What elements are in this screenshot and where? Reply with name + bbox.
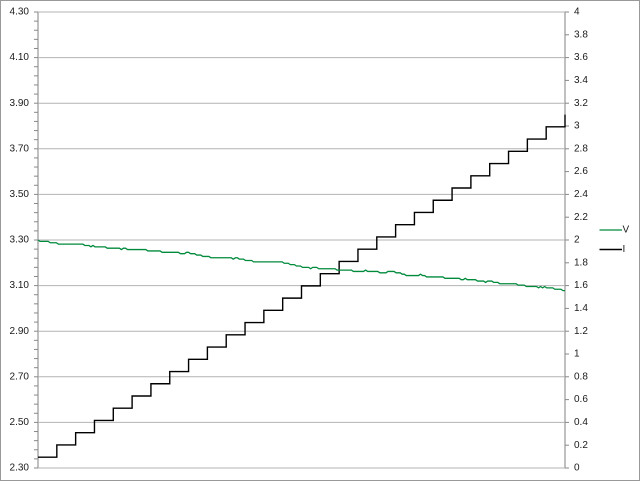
svg-text:3.2: 3.2 — [574, 98, 588, 109]
svg-text:1.6: 1.6 — [574, 280, 588, 291]
svg-text:3.90: 3.90 — [10, 98, 30, 109]
svg-text:3.6: 3.6 — [574, 52, 588, 63]
svg-text:3.4: 3.4 — [574, 75, 588, 86]
svg-text:I: I — [623, 244, 626, 255]
svg-text:3.70: 3.70 — [10, 143, 30, 154]
svg-text:4.10: 4.10 — [10, 52, 30, 63]
svg-text:3.50: 3.50 — [10, 189, 30, 200]
svg-text:0.2: 0.2 — [574, 440, 588, 451]
svg-text:V: V — [623, 225, 630, 236]
svg-text:2.50: 2.50 — [10, 417, 30, 428]
svg-text:4: 4 — [574, 7, 580, 18]
svg-text:0.4: 0.4 — [574, 417, 588, 428]
svg-text:1.4: 1.4 — [574, 303, 588, 314]
svg-text:2.70: 2.70 — [10, 371, 30, 382]
svg-text:2.8: 2.8 — [574, 143, 588, 154]
svg-text:2: 2 — [574, 235, 580, 246]
svg-text:3.30: 3.30 — [10, 235, 30, 246]
svg-text:3.10: 3.10 — [10, 280, 30, 291]
svg-text:1.2: 1.2 — [574, 326, 588, 337]
svg-text:3.8: 3.8 — [574, 29, 588, 40]
svg-text:0.8: 0.8 — [574, 371, 588, 382]
svg-text:3: 3 — [574, 121, 580, 132]
svg-text:0.6: 0.6 — [574, 394, 588, 405]
svg-text:1: 1 — [574, 349, 580, 360]
svg-text:0: 0 — [574, 463, 580, 474]
svg-text:4.30: 4.30 — [10, 7, 30, 18]
svg-text:1.8: 1.8 — [574, 257, 588, 268]
svg-text:2.90: 2.90 — [10, 326, 30, 337]
svg-text:2.6: 2.6 — [574, 166, 588, 177]
svg-text:2.4: 2.4 — [574, 189, 588, 200]
svg-text:2.2: 2.2 — [574, 212, 588, 223]
svg-text:2.30: 2.30 — [10, 463, 30, 474]
